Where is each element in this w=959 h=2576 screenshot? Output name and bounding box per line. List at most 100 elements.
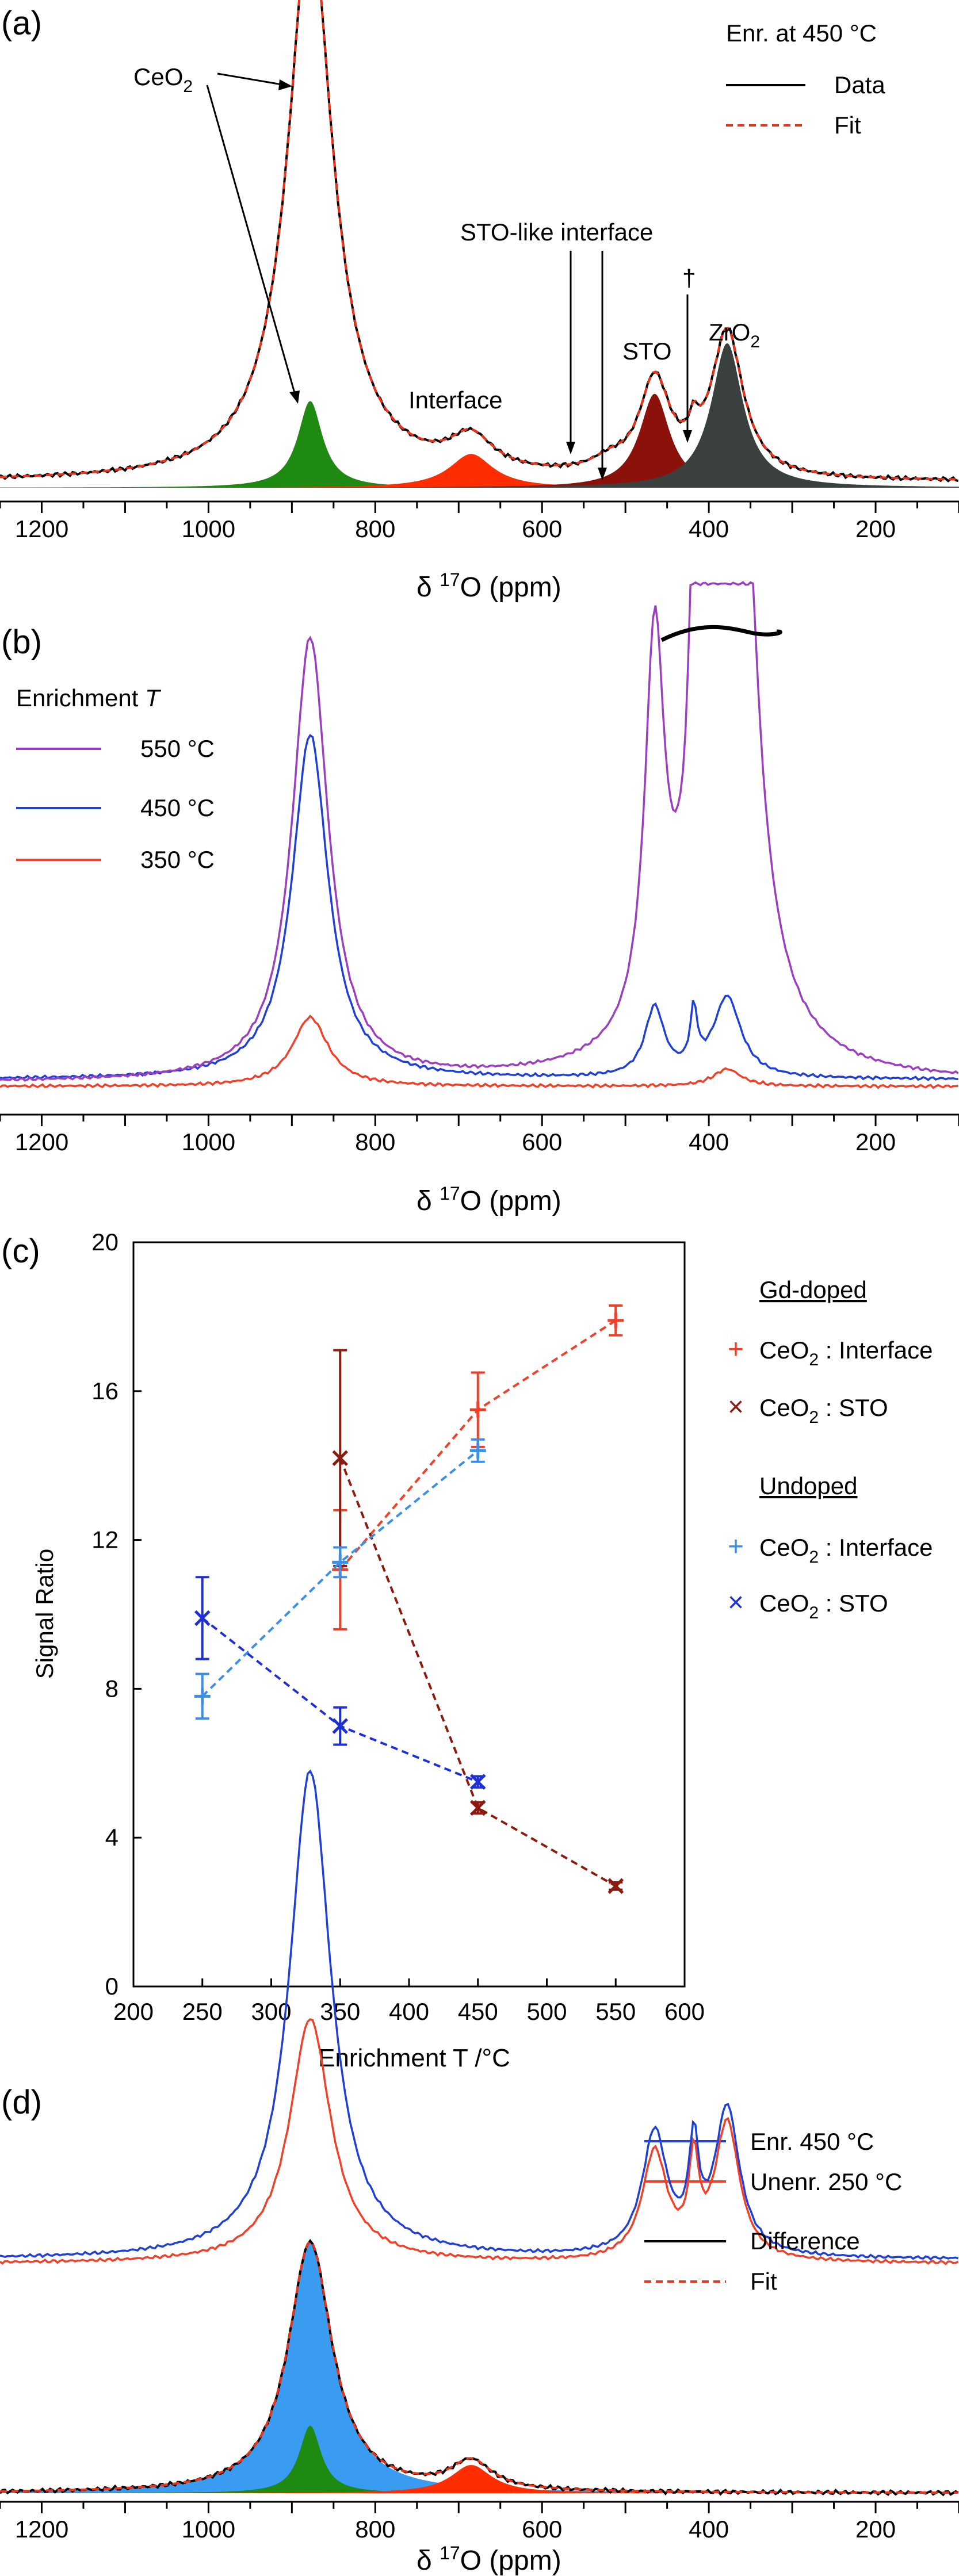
panel-b: (b) Enrichment T 550 °C 450 °C 350 °C 12… <box>0 581 959 1216</box>
panel-c-label: (c) <box>1 1233 40 1270</box>
legend-label-data: Data <box>834 71 885 98</box>
legend-label-fit-d: Fit <box>750 2268 777 2295</box>
panel-d-fit-components <box>0 2242 959 2493</box>
fit-component-interface <box>0 454 959 488</box>
y-tick-label: 16 <box>91 1377 119 1404</box>
panel-b-legend-title: Enrichment T <box>16 684 162 711</box>
arrowhead-icon <box>683 430 692 443</box>
panel-d-x-axis: 1200 1000 800 600 400 200 <box>0 2501 959 2543</box>
trend-line <box>201 1617 479 1783</box>
x-tick-label: 800 <box>355 515 395 542</box>
x-tick-label: 400 <box>689 515 729 542</box>
arrowhead-icon <box>566 442 575 454</box>
arrowhead-icon <box>598 468 607 480</box>
legend-marker-undoped-interface: + <box>728 1532 744 1562</box>
panel-b-line-350 <box>0 1015 958 1089</box>
x-tick-label: 250 <box>182 1998 223 2025</box>
panel-b-line-450 <box>0 733 958 1081</box>
data-point <box>469 1800 486 1816</box>
arrowhead-icon <box>278 79 292 90</box>
anno-sto-like-arrows <box>570 251 603 472</box>
legend-label-undoped-interface: CeO2 : Interface <box>759 1534 933 1567</box>
x-tick-label: 800 <box>355 1128 395 1155</box>
x-tick-label: 600 <box>522 515 562 542</box>
x-tick-label: 600 <box>664 1998 705 2025</box>
legend-group-undoped: Undoped <box>759 1472 857 1499</box>
x-tick-label: 200 <box>113 1998 154 2025</box>
panel-b-xlabel: δ 17O (ppm) <box>417 1183 561 1216</box>
x-tick-label: 400 <box>689 2516 729 2543</box>
panel-a-fit-components <box>0 343 959 488</box>
legend-label-gd-interface: CeO2 : Interface <box>759 1337 933 1369</box>
x-tick-label: 450 <box>458 1998 498 2025</box>
x-tick-label: 200 <box>855 1128 896 1155</box>
x-tick-label: 1000 <box>182 1128 235 1155</box>
x-tick-label: 1000 <box>182 2516 235 2543</box>
x-tick-label: 400 <box>689 1128 729 1155</box>
x-tick-label: 1000 <box>182 515 235 542</box>
anno-interface: Interface <box>408 386 502 414</box>
legend-label-fit: Fit <box>834 112 861 139</box>
x-tick-label: 500 <box>526 1998 567 2025</box>
panel-d-line-unenr250 <box>0 2018 959 2265</box>
legend-label-350: 350 °C <box>140 846 215 873</box>
fit-component-zro2 <box>0 343 959 488</box>
anno-ceo2-arrows <box>206 72 297 397</box>
x-tick-label: 800 <box>355 2516 395 2543</box>
trend-line <box>201 1449 479 1697</box>
fit-component-ceo2-broad- <box>0 2242 959 2493</box>
panel-a-legend-title: Enr. at 450 °C <box>726 20 877 47</box>
fit-component-interface <box>0 2465 959 2493</box>
x-tick-label: 200 <box>855 2516 896 2543</box>
y-tick-label: 12 <box>91 1526 119 1553</box>
legend-label-gd-sto: CeO2 : STO <box>759 1394 888 1427</box>
anno-zro2: ZrO2 <box>709 319 760 351</box>
x-tick-label: 200 <box>855 515 896 542</box>
panel-b-label: (b) <box>1 623 42 661</box>
panel-c: (c) 200 250 300 350 400 450 500 550 600048121620… <box>1 1228 933 2072</box>
panel-a-x-axis: 1200 1000 800 600 400 200 <box>0 500 959 542</box>
x-tick-label: 1200 <box>15 515 68 542</box>
x-tick-label: 600 <box>522 1128 562 1155</box>
legend-marker-gd-interface: + <box>728 1334 744 1365</box>
panel-d: (d) Enr. 450 °C Unenr. 250 °C Difference… <box>0 1769 959 2576</box>
anno-ceo2: CeO2 <box>133 63 193 96</box>
panel-c-ylabel: Signal Ratio <box>31 1549 58 1679</box>
legend-label-difference: Difference <box>750 2227 860 2255</box>
y-tick-label: 0 <box>105 1973 119 2000</box>
legend-marker-undoped-sto: × <box>728 1587 744 1618</box>
anno-sto-like: STO-like interface <box>460 219 653 246</box>
panel-a-data-line <box>0 0 959 483</box>
panel-a: (a) CeO2 Interface STO-like interface ST… <box>0 0 959 603</box>
legend-group-gd-doped: Gd-doped <box>759 1276 867 1303</box>
legend-label-550: 550 °C <box>140 735 215 762</box>
axis-break-icon <box>660 625 782 642</box>
legend-marker-gd-sto: × <box>728 1392 744 1422</box>
legend-label-unenr250: Unenr. 250 °C <box>750 2168 902 2195</box>
data-point <box>332 1450 349 1467</box>
panel-a-xlabel: δ 17O (ppm) <box>417 569 561 603</box>
panel-b-line-550 <box>0 581 959 1082</box>
x-tick-label: 1200 <box>15 1128 68 1155</box>
y-tick-label: 20 <box>91 1228 119 1256</box>
x-tick-label: 600 <box>522 2516 562 2543</box>
panel-d-difference-line <box>0 2239 959 2497</box>
trend-line <box>339 1319 617 1571</box>
panel-d-line-enr450 <box>0 1769 959 2261</box>
data-point <box>194 1610 211 1626</box>
panel-c-data-marks <box>194 1304 624 1894</box>
panel-d-label: (d) <box>1 2084 42 2121</box>
anno-dagger: † <box>682 265 696 292</box>
arrowhead-icon <box>289 391 300 404</box>
anno-sto: STO <box>622 338 672 365</box>
x-tick-label: 350 <box>320 1998 360 2025</box>
panel-c-plot-frame <box>132 1241 686 1988</box>
legend-label-450: 450 °C <box>140 794 215 821</box>
legend-label-enr450: Enr. 450 °C <box>750 2128 874 2155</box>
data-point <box>332 1718 349 1734</box>
panel-a-label: (a) <box>1 5 42 42</box>
legend-label-undoped-sto: CeO2 : STO <box>759 1590 888 1622</box>
x-tick-label: 400 <box>389 1998 429 2025</box>
